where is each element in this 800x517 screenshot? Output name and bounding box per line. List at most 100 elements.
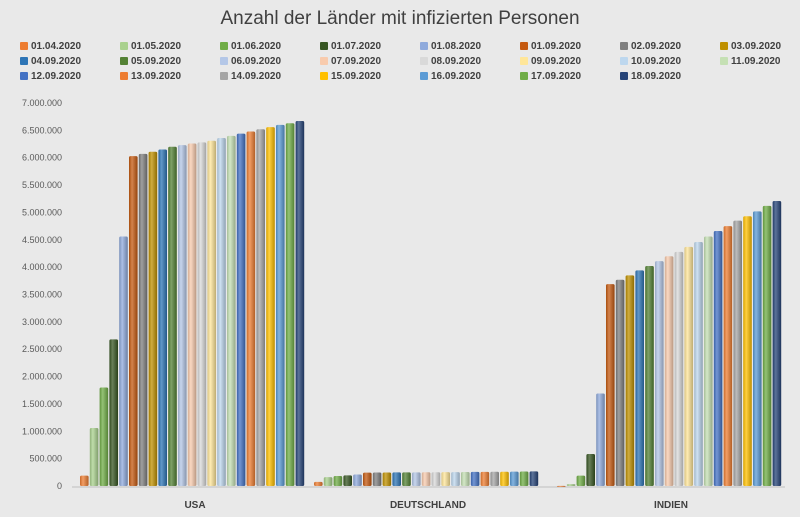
legend-swatch <box>120 57 128 65</box>
legend-item: 06.09.2020 <box>220 56 281 68</box>
bar <box>451 472 460 486</box>
y-tick-label: 500.000 <box>29 454 62 464</box>
legend-swatch <box>520 42 528 50</box>
y-tick-label: 6.000.000 <box>22 153 62 163</box>
legend-swatch <box>420 57 428 65</box>
legend-label: 04.09.2020 <box>31 56 82 67</box>
bar <box>402 472 411 486</box>
bar <box>615 279 625 486</box>
bar <box>684 246 693 486</box>
bar <box>733 220 742 486</box>
bar <box>187 143 197 486</box>
legend-swatch <box>220 42 228 50</box>
bar <box>557 485 566 487</box>
legend-swatch <box>220 57 228 65</box>
bar <box>510 471 519 486</box>
legend-swatch <box>120 42 128 50</box>
legend-label: 18.09.2020 <box>631 71 682 82</box>
y-tick-label: 5.500.000 <box>22 180 62 190</box>
bar <box>119 236 128 486</box>
bar <box>713 231 723 486</box>
bar <box>295 121 305 486</box>
bar <box>596 393 605 486</box>
legend-swatch <box>620 42 628 50</box>
bar <box>635 270 644 486</box>
legend-item: 01.09.2020 <box>520 41 581 53</box>
legend-label: 17.09.2020 <box>531 71 582 82</box>
legend-swatch <box>620 72 628 80</box>
bar <box>256 129 265 486</box>
legend-item: 05.09.2020 <box>120 56 181 68</box>
y-tick-label: 1.000.000 <box>22 426 62 436</box>
x-category-label: INDIEN <box>654 500 688 511</box>
bar <box>753 211 762 486</box>
legend-label: 02.09.2020 <box>631 41 682 52</box>
legend-label: 01.04.2020 <box>31 41 82 52</box>
legend-label: 15.09.2020 <box>331 71 382 82</box>
legend-item: 08.09.2020 <box>420 56 481 68</box>
bar <box>461 471 470 486</box>
bar <box>178 145 187 486</box>
legend-swatch <box>20 57 28 65</box>
y-tick-label: 3.000.000 <box>22 317 62 327</box>
bar <box>353 474 362 486</box>
legend-swatch <box>520 57 528 65</box>
bar <box>625 275 635 486</box>
bar <box>207 140 216 486</box>
bar <box>372 472 382 486</box>
y-tick-label: 6.500.000 <box>22 125 62 135</box>
bar <box>441 472 450 486</box>
bar <box>480 471 490 486</box>
bar <box>392 472 401 486</box>
legend-swatch <box>620 57 628 65</box>
bar <box>266 127 275 487</box>
bar <box>323 477 333 486</box>
legend-label: 10.09.2020 <box>631 56 682 67</box>
legend-label: 03.09.2020 <box>731 41 782 52</box>
bar <box>138 153 148 487</box>
bar <box>645 266 654 486</box>
bar <box>227 135 236 487</box>
legend-item: 09.09.2020 <box>520 56 581 68</box>
bar <box>89 428 99 486</box>
bar <box>674 251 684 486</box>
legend-item: 13.09.2020 <box>120 71 181 83</box>
bar <box>694 241 703 486</box>
legend-label: 08.09.2020 <box>431 56 482 67</box>
bar <box>606 284 615 486</box>
y-tick-label: 7.000.000 <box>22 98 62 108</box>
legend-item: 04.09.2020 <box>20 56 81 68</box>
bar <box>99 387 109 486</box>
legend-label: 07.09.2020 <box>331 56 382 67</box>
legend-label: 05.09.2020 <box>131 56 182 67</box>
bar <box>236 133 246 486</box>
legend-label: 01.06.2020 <box>231 41 282 52</box>
bar <box>276 124 285 486</box>
bar <box>490 471 499 486</box>
y-tick-label: 1.500.000 <box>22 399 62 409</box>
bar <box>412 472 421 486</box>
legend-item: 10.09.2020 <box>620 56 681 68</box>
legend-swatch <box>720 57 728 65</box>
legend-label: 14.09.2020 <box>231 71 282 82</box>
legend-label: 13.09.2020 <box>131 71 182 82</box>
bar <box>519 471 529 486</box>
legend-item: 11.09.2020 <box>720 56 781 68</box>
bar <box>382 472 392 486</box>
legend-item: 07.09.2020 <box>320 56 381 68</box>
x-category-label: USA <box>184 500 205 511</box>
bar <box>80 475 89 486</box>
legend-label: 12.09.2020 <box>31 71 82 82</box>
legend-item: 01.07.2020 <box>320 41 381 53</box>
legend-item: 02.09.2020 <box>620 41 681 53</box>
bar <box>586 453 595 486</box>
bar <box>664 256 674 486</box>
legend-swatch <box>220 72 228 80</box>
legend-item: 17.09.2020 <box>520 71 581 83</box>
legend-swatch <box>320 42 328 50</box>
x-category-label: DEUTSCHLAND <box>390 500 466 511</box>
legend-item: 18.09.2020 <box>620 71 681 83</box>
bar <box>723 226 733 486</box>
bar <box>333 475 343 486</box>
bar <box>655 261 664 486</box>
